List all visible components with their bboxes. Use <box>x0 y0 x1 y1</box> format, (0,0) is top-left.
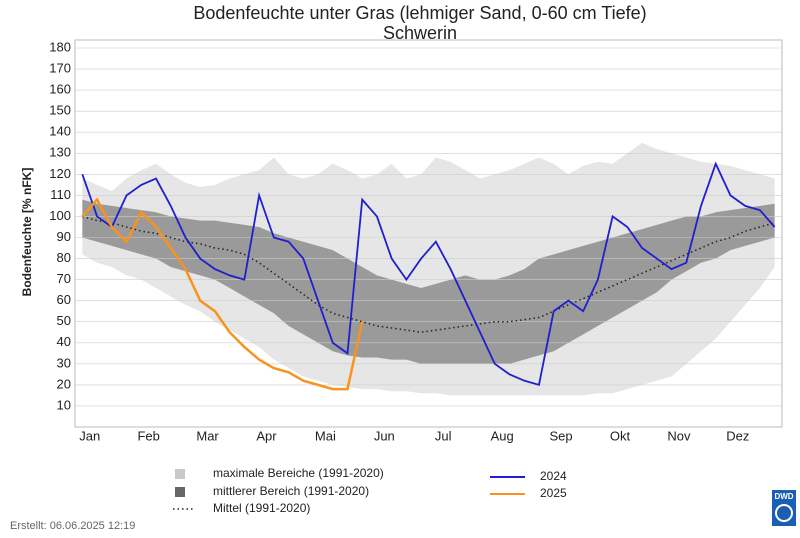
y-tick-label: 110 <box>50 187 71 202</box>
x-tick-label: Feb <box>137 428 159 443</box>
x-tick-label: Dez <box>726 428 749 443</box>
x-tick-label: Sep <box>549 428 572 443</box>
y-tick-label: 90 <box>57 229 71 244</box>
y-tick-label: 10 <box>57 397 71 412</box>
legend-label: 2024 <box>540 469 567 483</box>
y-tick-label: 80 <box>57 250 71 265</box>
x-tick-label: Aug <box>491 428 514 443</box>
x-tick-label: Mar <box>196 428 219 443</box>
y-tick-label: 170 <box>49 60 71 75</box>
x-tick-label: Mai <box>315 428 336 443</box>
y-tick-label: 30 <box>57 355 71 370</box>
chart-subtitle: Schwerin <box>383 23 457 43</box>
x-tick-label: Jun <box>374 428 395 443</box>
y-tick-label: 40 <box>57 334 71 349</box>
y-tick-label: 140 <box>49 124 71 139</box>
legend-label: Mittel (1991-2020) <box>213 501 310 515</box>
legend-swatch <box>175 469 185 479</box>
range-band <box>82 199 775 364</box>
x-tick-label: Jan <box>79 428 100 443</box>
legend-swatch <box>175 487 185 497</box>
y-tick-label: 160 <box>49 82 71 97</box>
logo: DWD <box>774 492 793 501</box>
y-tick-label: 150 <box>49 103 71 118</box>
x-tick-label: Okt <box>610 428 631 443</box>
line <box>81 161 776 387</box>
y-tick-label: 20 <box>57 376 71 391</box>
y-axis-label: Bodenfeuchte [% nFK] <box>20 168 34 297</box>
chart-title: Bodenfeuchte unter Gras (lehmiger Sand, … <box>193 3 646 23</box>
legend-label: mittlerer Bereich (1991-2020) <box>213 484 369 498</box>
y-tick-label: 120 <box>49 166 71 181</box>
x-tick-label: Apr <box>256 428 277 443</box>
legend-label: maximale Bereiche (1991-2020) <box>213 466 384 480</box>
y-tick-label: 180 <box>49 39 71 54</box>
y-tick-label: 100 <box>49 208 71 223</box>
footer: Erstellt: 06.06.2025 12:19 <box>10 520 135 532</box>
y-tick-label: 50 <box>57 313 71 328</box>
legend-label: 2025 <box>540 486 567 500</box>
line <box>82 215 775 334</box>
y-tick-label: 130 <box>49 145 71 160</box>
y-tick-label: 70 <box>57 271 71 286</box>
y-tick-label: 60 <box>57 292 71 307</box>
logo-icon <box>775 504 793 522</box>
x-tick-label: Nov <box>667 428 691 443</box>
x-tick-label: Jul <box>435 428 452 443</box>
range-band <box>82 142 775 396</box>
line <box>81 197 364 391</box>
